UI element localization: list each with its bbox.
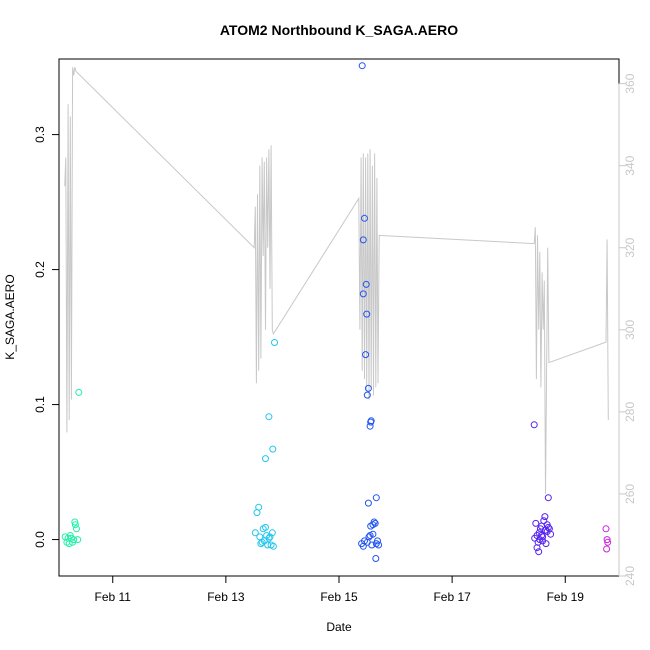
data-point — [541, 513, 549, 521]
data-point — [269, 445, 277, 453]
data-point — [538, 532, 545, 539]
x-tick-label: Feb 17 — [433, 590, 471, 604]
data-point — [262, 523, 269, 531]
data-point — [265, 534, 273, 542]
data-point — [533, 544, 541, 552]
series-group — [358, 62, 383, 562]
data-point — [547, 530, 555, 538]
data-point — [266, 533, 274, 541]
y-tick-label: 0.2 — [33, 261, 47, 278]
y2-tick-label: 320 — [623, 237, 637, 257]
y2-tick-label: 340 — [623, 155, 637, 175]
data-point — [359, 236, 367, 244]
series-group — [602, 525, 612, 553]
data-point — [535, 548, 543, 556]
data-point — [366, 422, 374, 430]
series-group — [530, 421, 555, 556]
data-point — [530, 421, 538, 429]
data-point — [367, 418, 375, 426]
data-point — [268, 529, 276, 537]
data-point — [371, 519, 379, 527]
data-point — [363, 310, 371, 318]
data-point — [361, 214, 368, 222]
x-tick-label: Feb 13 — [207, 590, 245, 604]
chart-title: ATOM2 Northbound K_SAGA.AERO — [220, 22, 458, 38]
y-axis: 0.0 0.1 0.2 0.3 — [33, 126, 60, 548]
data-point — [269, 542, 277, 550]
x-tick-label: Feb 11 — [95, 590, 132, 604]
x-axis-label: Date — [326, 620, 352, 634]
data-point — [602, 525, 610, 533]
data-point — [262, 455, 269, 463]
data-point — [364, 499, 372, 507]
data-point — [540, 517, 548, 525]
data-point — [362, 280, 370, 288]
y2-tick-label: 360 — [623, 73, 637, 93]
data-point — [70, 536, 78, 544]
secondary-y-axis: 240 260 280 300 320 340 360 — [618, 73, 637, 586]
data-point — [71, 518, 79, 526]
x-tick-label: Feb 15 — [320, 590, 358, 604]
data-point — [372, 494, 380, 502]
data-point — [75, 388, 83, 396]
y-tick-label: 0.3 — [33, 126, 47, 143]
data-point — [366, 532, 374, 539]
secondary-series-line — [64, 67, 609, 494]
data-points-layer — [61, 62, 612, 562]
secondary-series-layer — [64, 67, 609, 494]
data-point — [603, 536, 611, 544]
data-point — [531, 534, 539, 542]
x-axis: Feb 11 Feb 13 Feb 15 Feb 17 Feb 19 — [95, 575, 585, 604]
y-tick-label: 0.0 — [33, 531, 47, 548]
data-point — [363, 391, 371, 399]
data-point — [370, 518, 378, 526]
data-point — [359, 542, 367, 550]
data-point — [532, 519, 540, 527]
data-point — [544, 494, 552, 502]
data-point — [73, 525, 80, 533]
data-point — [374, 537, 381, 545]
data-point — [372, 555, 380, 562]
series-group — [251, 339, 278, 550]
data-point — [271, 339, 278, 346]
data-point — [604, 538, 612, 546]
y-tick-label: 0.1 — [33, 396, 47, 413]
y2-tick-label: 240 — [623, 566, 637, 586]
data-point — [255, 503, 263, 511]
data-point — [71, 521, 79, 529]
series-group — [61, 388, 83, 548]
data-point — [543, 521, 551, 529]
y2-tick-label: 260 — [623, 484, 637, 504]
y-axis-label: K_SAGA.AERO — [3, 274, 17, 359]
data-point — [358, 62, 366, 70]
plot-frame — [58, 58, 620, 577]
data-point — [74, 536, 82, 544]
y2-tick-label: 280 — [623, 402, 637, 422]
y2-tick-label: 300 — [623, 319, 637, 339]
data-point — [265, 413, 273, 421]
data-point — [368, 541, 376, 549]
data-point — [359, 290, 367, 298]
data-point — [375, 541, 383, 549]
data-point — [251, 529, 259, 537]
x-tick-label: Feb 19 — [547, 590, 585, 604]
data-point — [364, 384, 372, 392]
data-point — [603, 545, 611, 553]
data-point — [362, 351, 370, 359]
